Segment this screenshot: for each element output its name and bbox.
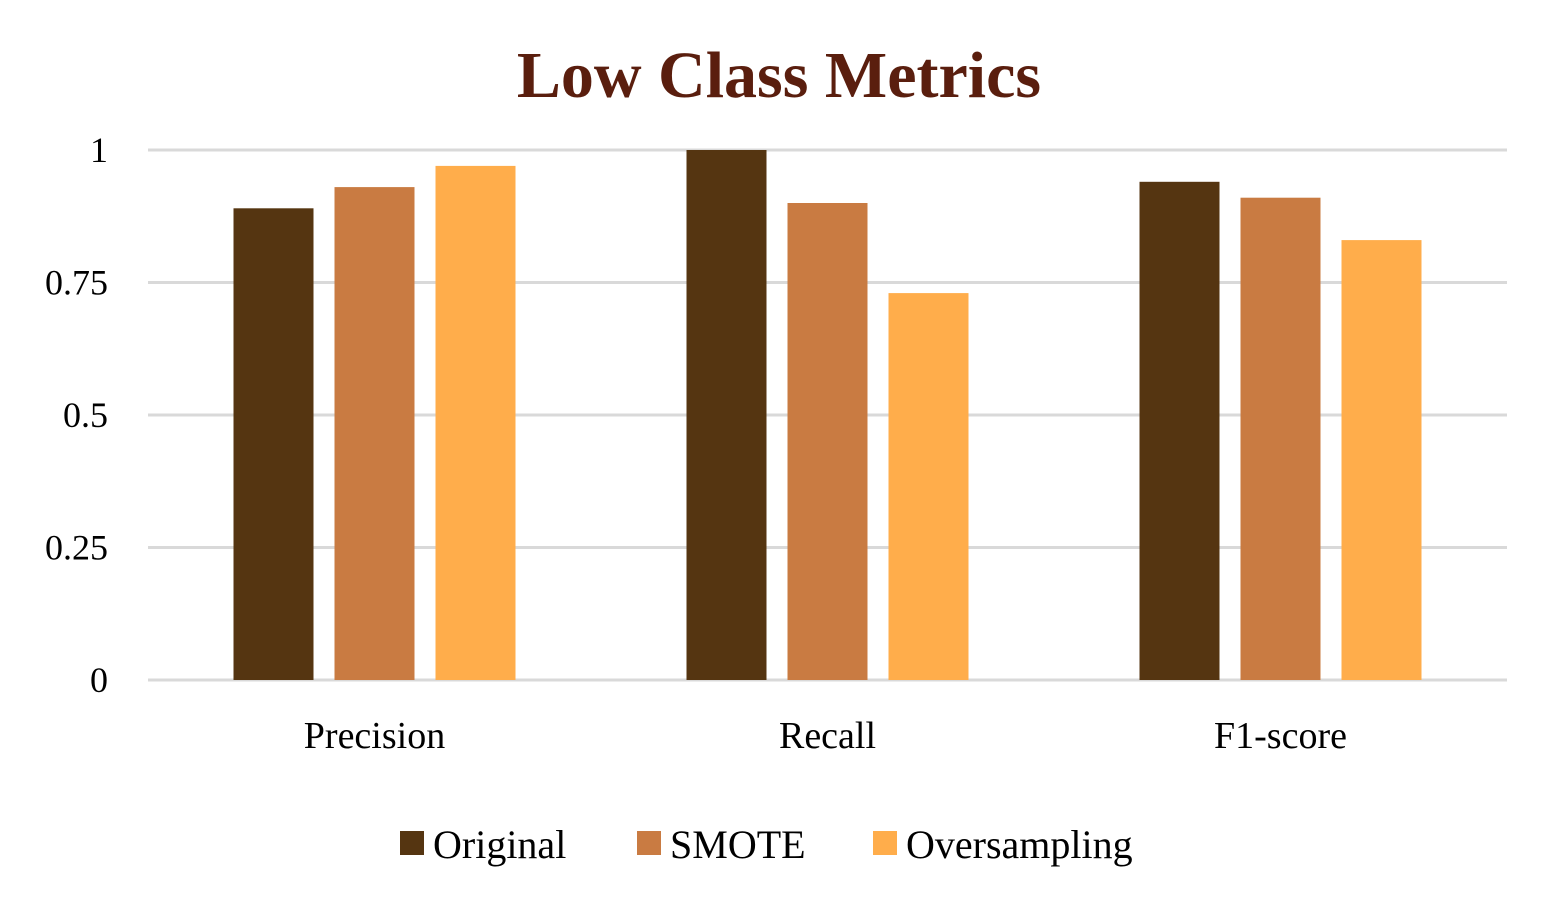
x-axis-category-labels: Precision Recall F1-score: [304, 715, 1347, 757]
y-tick-label: 0.75: [45, 263, 108, 303]
x-category-label: F1-score: [1214, 715, 1347, 757]
legend-item-oversampling: Oversampling: [873, 822, 1133, 867]
legend-swatch: [873, 831, 897, 855]
legend-label: Oversampling: [906, 822, 1133, 867]
legend-item-smote: SMOTE: [637, 822, 806, 867]
legend: Original SMOTE Oversampling: [400, 822, 1133, 867]
y-tick-label: 1: [90, 130, 108, 170]
bar-oversampling-recall: [888, 293, 969, 680]
legend-item-original: Original: [400, 822, 566, 867]
y-tick-label: 0: [90, 660, 108, 700]
bar-smote-precision: [334, 187, 415, 680]
legend-label: SMOTE: [670, 822, 806, 867]
bar-oversampling-precision: [435, 165, 516, 680]
bar-smote-recall: [787, 203, 868, 680]
y-axis-tick-labels: 0 0.25 0.5 0.75 1: [45, 130, 108, 700]
bars: [233, 150, 1422, 681]
bar-original-f1-score: [1139, 181, 1220, 681]
chart-title: Low Class Metrics: [517, 39, 1041, 112]
x-category-label: Recall: [779, 715, 876, 757]
bar-smote-f1-score: [1240, 197, 1321, 680]
y-tick-label: 0.25: [45, 528, 108, 568]
bar-original-precision: [233, 208, 314, 681]
x-category-label: Precision: [304, 715, 445, 757]
bar-oversampling-f1-score: [1341, 240, 1422, 680]
legend-swatch: [637, 831, 661, 855]
bar-original-recall: [686, 150, 767, 680]
legend-label: Original: [433, 822, 566, 867]
y-tick-label: 0.5: [63, 395, 108, 435]
legend-swatch: [400, 831, 424, 855]
